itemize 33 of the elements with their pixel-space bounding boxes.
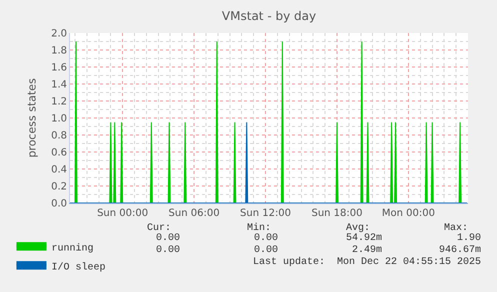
y-tick-label: 0.2 — [51, 182, 67, 192]
y-axis-title: process states — [26, 78, 39, 158]
legend-label: running — [51, 242, 94, 255]
y-tick-label: 1.6 — [51, 62, 67, 74]
text: 1.90 — [457, 233, 482, 244]
y-tick-label: 1.8 — [51, 46, 67, 56]
y-tick-label: 1.4 — [51, 80, 67, 90]
chart-title: VMstat - by day — [222, 9, 316, 24]
text: Avg: — [346, 223, 370, 234]
y-tick-label: 0.4 — [51, 164, 67, 176]
y-tick-label: 0.6 — [51, 148, 67, 158]
text: Max: — [444, 223, 468, 234]
text: Cur: — [147, 223, 172, 234]
x-tick-label: Mon 00:00 — [382, 208, 435, 219]
x-tick-label: Sun 00:00 — [97, 208, 148, 219]
y-tick-label: 0.0 — [51, 198, 67, 210]
text: 0.00 — [254, 233, 278, 244]
x-tick-label: Sun 06:00 — [168, 208, 220, 219]
y-tick-label: 0.8 — [51, 130, 67, 142]
y-tick-label: 1.2 — [51, 96, 67, 108]
y-tick-label: 2.0 — [51, 28, 67, 40]
text: 0.00 — [156, 245, 180, 256]
text: 946.67m — [439, 245, 482, 256]
text: 0.00 — [156, 233, 180, 244]
text: 0.00 — [254, 245, 278, 256]
x-tick-label: Sun 18:00 — [311, 208, 363, 219]
y-tick-label: 1.0 — [51, 114, 67, 124]
text: 2.49m — [352, 245, 382, 256]
legend-label: I/O sleep — [51, 262, 106, 274]
text: Min: — [247, 222, 272, 234]
x-tick-label: Sun 12:00 — [240, 208, 292, 219]
text: 54.92m — [346, 233, 382, 244]
text: Last update: Mon Dec 22 04:55:15 2025 — [253, 256, 482, 268]
